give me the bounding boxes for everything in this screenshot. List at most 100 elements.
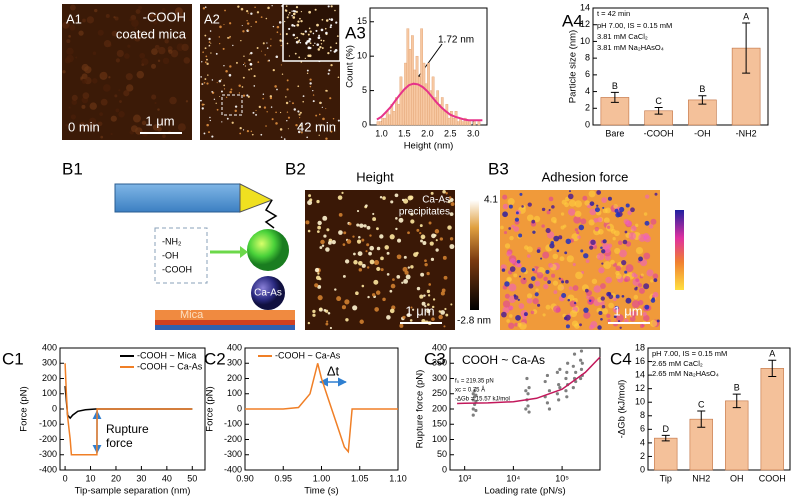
texture-dot — [229, 90, 232, 94]
texture-dot — [365, 250, 368, 253]
texture-dot — [640, 273, 644, 277]
texture-dot — [327, 5, 330, 8]
histogram-bar — [456, 121, 460, 126]
y-tick-label: 8 — [585, 53, 590, 63]
texture-dot — [407, 266, 410, 269]
texture-dot — [410, 306, 413, 309]
texture-dot — [546, 231, 555, 239]
y-tick-label: 300 — [432, 373, 447, 383]
texture-dot — [71, 99, 77, 105]
texture-dot — [321, 18, 324, 21]
texture-dot — [506, 319, 510, 323]
texture-dot — [445, 191, 448, 195]
texture-dot — [151, 94, 157, 100]
texture-dot — [253, 75, 256, 78]
texture-dot — [583, 311, 591, 319]
texture-dot — [209, 30, 212, 32]
texture-dot — [610, 259, 615, 265]
texture-dot — [357, 251, 363, 257]
texture-dot — [251, 133, 254, 136]
sphere — [247, 229, 289, 271]
group-label: -OH — [162, 250, 179, 260]
y-tick-label: 4 — [585, 86, 590, 96]
texture-dot — [424, 305, 427, 308]
texture-dot — [542, 251, 550, 259]
texture-dot — [612, 237, 616, 241]
texture-dot — [365, 204, 368, 208]
point — [558, 367, 562, 371]
texture-dot — [420, 234, 426, 240]
texture-dot — [615, 265, 622, 272]
texture-dot — [541, 224, 545, 228]
x-tick-label: 10³ — [458, 473, 471, 483]
texture-dot — [624, 278, 628, 283]
texture-dot — [68, 34, 71, 38]
texture-dot — [352, 235, 355, 238]
texture-dot — [579, 323, 582, 327]
histogram-bar — [383, 117, 387, 126]
texture-dot — [384, 245, 389, 250]
x-tick-label: NH2 — [692, 473, 710, 483]
texture-dot — [242, 76, 245, 79]
texture-dot — [306, 72, 309, 75]
texture-dot — [422, 241, 427, 245]
texture-dot — [621, 294, 625, 298]
texture-dot — [269, 96, 273, 100]
texture-dot — [302, 32, 305, 36]
texture-dot — [210, 42, 212, 44]
texture-dot — [78, 122, 86, 129]
texture-dot — [223, 84, 226, 87]
point — [471, 398, 475, 402]
texture-dot — [624, 270, 628, 274]
texture-dot — [382, 297, 386, 302]
texture-dot — [358, 235, 361, 239]
texture-dot — [218, 79, 222, 83]
texture-dot — [258, 105, 262, 109]
texture-dot — [229, 22, 232, 25]
texture-dot — [361, 263, 366, 268]
group-label: C — [698, 399, 705, 409]
texture-dot — [336, 35, 339, 38]
y-tick-label: 2 — [585, 103, 590, 113]
error-bar — [697, 410, 706, 428]
scale-label: 1 μm — [145, 113, 174, 128]
texture-dot — [652, 291, 659, 298]
texture-dot — [450, 303, 453, 306]
mica-label: Mica — [180, 309, 204, 321]
texture-dot — [208, 41, 211, 43]
texture-dot — [352, 305, 358, 311]
texture-dot — [272, 69, 275, 72]
texture-dot — [304, 30, 307, 33]
y-tick-label: 100 — [432, 434, 447, 444]
texture-dot — [515, 314, 521, 321]
texture-dot — [221, 121, 223, 123]
texture-dot — [447, 225, 452, 230]
group-box — [154, 227, 208, 284]
plot-frame — [592, 7, 769, 126]
texture-dot — [334, 9, 336, 12]
texture-dot — [631, 272, 637, 277]
texture-dot — [508, 227, 512, 230]
texture-dot — [299, 111, 302, 114]
texture-dot — [541, 207, 546, 212]
texture-dot — [389, 234, 395, 240]
texture-dot — [576, 231, 580, 235]
texture-dot — [398, 217, 404, 223]
texture-dot — [285, 101, 289, 105]
texture-dot — [307, 229, 311, 233]
texture-dot — [410, 212, 414, 216]
texture-dot — [125, 73, 133, 81]
legend-label: -COOH ~ Ca-As — [137, 361, 203, 371]
y-tick-label: 400 — [432, 342, 447, 352]
texture-dot — [614, 208, 619, 213]
texture-dot — [630, 225, 637, 232]
texture-dot — [634, 287, 638, 291]
error-bar — [610, 91, 619, 103]
texture-dot — [591, 278, 598, 285]
texture-dot — [292, 12, 296, 16]
texture-dot — [406, 313, 411, 318]
texture-dot — [572, 262, 576, 267]
texture-dot — [386, 273, 390, 276]
texture-dot — [325, 89, 328, 92]
texture-dot — [262, 97, 265, 100]
